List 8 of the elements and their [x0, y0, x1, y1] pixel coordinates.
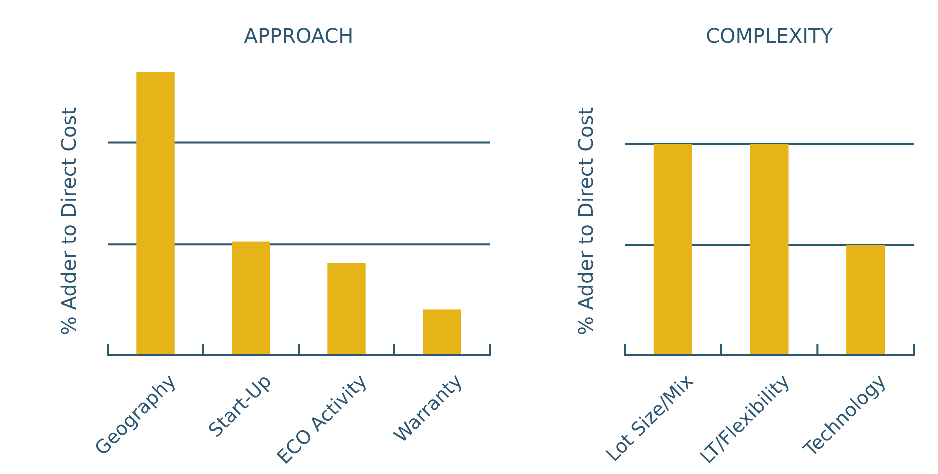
- y-axis-title: % Adder to Direct Cost: [574, 107, 598, 336]
- bar: [328, 263, 366, 355]
- bar: [232, 242, 270, 355]
- chart-title: COMPLEXITY: [706, 24, 834, 48]
- chart-title: APPROACH: [244, 24, 354, 48]
- y-axis-title: % Adder to Direct Cost: [57, 107, 81, 336]
- bar: [136, 72, 175, 355]
- bar: [423, 310, 462, 355]
